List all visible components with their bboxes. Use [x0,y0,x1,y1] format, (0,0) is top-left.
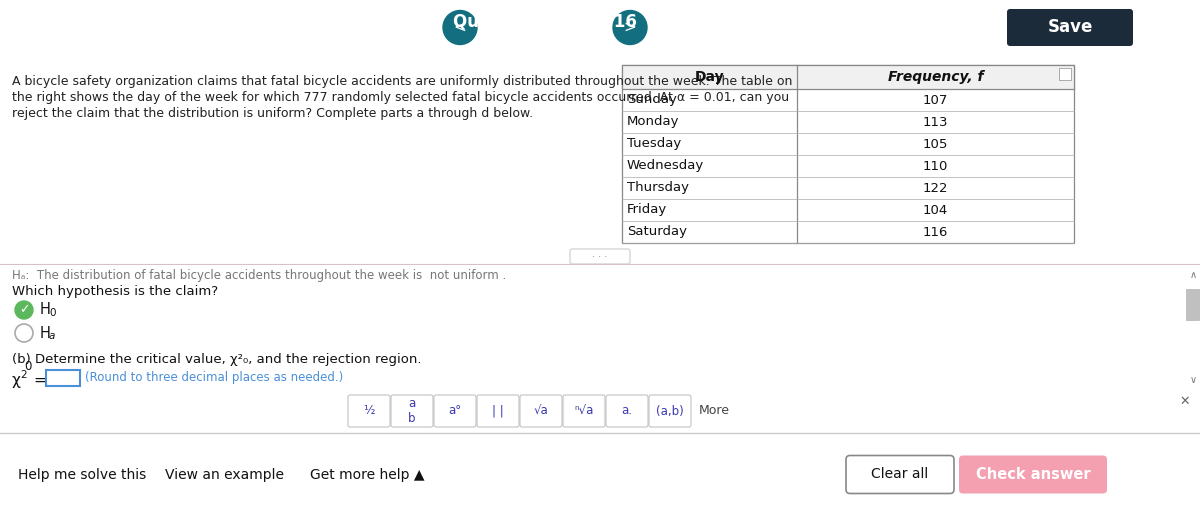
FancyBboxPatch shape [622,65,1074,243]
FancyBboxPatch shape [46,370,80,386]
FancyBboxPatch shape [570,249,630,264]
Text: 105: 105 [923,138,948,150]
Text: (Round to three decimal places as needed.): (Round to three decimal places as needed… [85,372,343,385]
Text: Part 3 of 6: Part 3 of 6 [512,29,577,42]
Text: 0: 0 [49,308,55,318]
FancyBboxPatch shape [606,395,648,427]
Text: a°: a° [449,404,462,418]
Text: Clear all: Clear all [871,467,929,481]
Text: Frequency, f: Frequency, f [888,70,983,84]
Circle shape [14,324,34,342]
Circle shape [443,10,478,44]
Text: √a: √a [534,404,548,418]
FancyBboxPatch shape [1007,9,1133,46]
FancyBboxPatch shape [622,65,1074,89]
Text: 113: 113 [923,115,948,129]
Text: 122: 122 [923,181,948,194]
Text: 0: 0 [24,360,31,373]
Text: 107: 107 [923,94,948,107]
Text: H: H [40,326,50,341]
FancyBboxPatch shape [959,455,1108,494]
Text: Monday: Monday [628,115,679,129]
Text: View an example: View an example [166,467,284,481]
Text: Hₐ:  The distribution of fatal bicycle accidents throughout the week is  not uni: Hₐ: The distribution of fatal bicycle ac… [12,269,506,282]
Text: Homework:  5.4 Chapter 10 Homework: Homework: 5.4 Chapter 10 Homework [42,19,406,37]
Text: 104: 104 [923,204,948,217]
Text: HW Score:: HW Score: [718,14,796,27]
Text: Day: Day [695,70,725,84]
Text: Which hypothesis is the claim?: Which hypothesis is the claim? [12,285,218,298]
Text: 8.15%, 4.89 of 60 points: 8.15%, 4.89 of 60 points [784,14,952,27]
Text: 2: 2 [20,370,26,380]
Text: 116: 116 [923,225,948,238]
Text: · · ·: · · · [593,251,607,262]
Text: >: > [624,20,636,35]
Text: ✓: ✓ [19,303,29,316]
Text: ∨: ∨ [1189,375,1196,385]
Text: (a,b): (a,b) [656,404,684,418]
Text: Help me solve this: Help me solve this [18,467,146,481]
FancyBboxPatch shape [434,395,476,427]
Text: Saturday: Saturday [628,225,686,238]
Text: Wednesday: Wednesday [628,160,704,173]
Text: Thursday: Thursday [628,181,689,194]
Circle shape [613,10,647,44]
FancyBboxPatch shape [1186,289,1200,321]
Text: | |: | | [492,404,504,418]
Text: ⁿ√a: ⁿ√a [575,404,594,418]
Text: χ: χ [12,373,20,388]
Text: Get more help ▲: Get more help ▲ [310,467,425,481]
Text: Save: Save [1048,19,1093,37]
Text: A bicycle safety organization claims that fatal bicycle accidents are uniformly : A bicycle safety organization claims tha… [12,75,792,88]
Text: ✕: ✕ [1180,395,1190,408]
FancyBboxPatch shape [391,395,433,427]
FancyBboxPatch shape [1060,68,1072,80]
Text: More: More [698,404,730,418]
Text: Points: 0 of 5: Points: 0 of 5 [730,28,817,41]
FancyBboxPatch shape [649,395,691,427]
Circle shape [14,301,34,319]
Text: ⚙: ⚙ [968,18,988,38]
Text: reject the claim that the distribution is uniform? Complete parts a through d be: reject the claim that the distribution i… [12,107,533,120]
Text: ≡: ≡ [18,18,37,38]
Text: (b) Determine the critical value, χ²₀, and the rejection region.: (b) Determine the critical value, χ²₀, a… [12,353,421,366]
Text: Tuesday: Tuesday [628,138,682,150]
Text: Question 3, 10.1.16: Question 3, 10.1.16 [454,13,637,31]
Text: a
b: a b [408,397,415,425]
Text: the right shows the day of the week for which 777 randomly selected fatal bicycl: the right shows the day of the week for … [12,91,790,104]
FancyBboxPatch shape [846,455,954,494]
Text: Sunday: Sunday [628,94,677,107]
Text: a.: a. [622,404,632,418]
Text: =: = [34,373,46,388]
Text: a: a [49,331,55,341]
Text: <: < [454,20,467,35]
FancyBboxPatch shape [563,395,605,427]
FancyBboxPatch shape [348,395,390,427]
Text: Check answer: Check answer [976,467,1091,482]
FancyBboxPatch shape [478,395,520,427]
FancyBboxPatch shape [520,395,562,427]
Text: H: H [40,302,50,317]
Text: Friday: Friday [628,204,667,217]
Text: ½: ½ [364,404,374,418]
Text: 110: 110 [923,160,948,173]
Text: ∧: ∧ [1189,270,1196,280]
